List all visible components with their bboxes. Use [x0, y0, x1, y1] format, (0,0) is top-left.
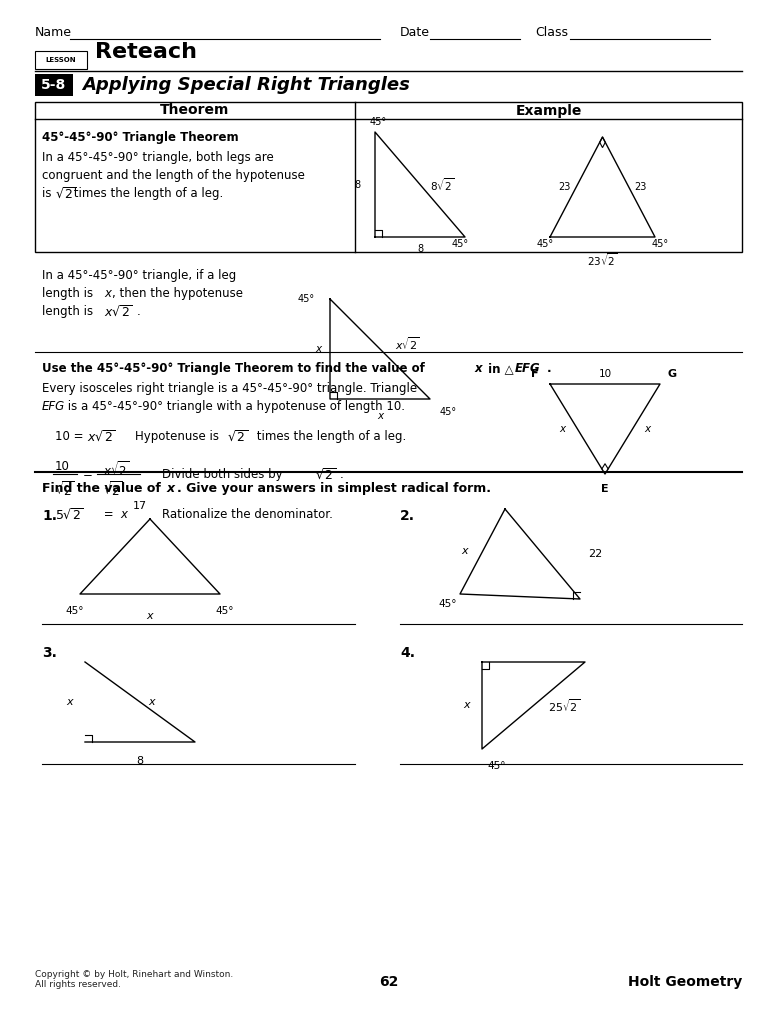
Text: times the length of a leg.: times the length of a leg.: [253, 430, 406, 443]
Text: x: x: [315, 344, 321, 354]
Text: 45°: 45°: [451, 239, 469, 249]
Text: 2.: 2.: [400, 509, 415, 523]
Text: 5-8: 5-8: [41, 78, 67, 92]
Text: Divide both sides by: Divide both sides by: [147, 468, 287, 481]
Text: 45°: 45°: [438, 599, 457, 609]
Text: Rationalize the denominator.: Rationalize the denominator.: [147, 508, 333, 521]
Text: 45°: 45°: [536, 239, 553, 249]
Text: length is: length is: [42, 287, 97, 300]
Text: In a 45°-45°-90° triangle, both legs are: In a 45°-45°-90° triangle, both legs are: [42, 151, 274, 164]
Text: .: .: [547, 362, 552, 375]
Text: . Give your answers in simplest radical form.: . Give your answers in simplest radical …: [177, 482, 491, 495]
Text: 10: 10: [55, 460, 70, 473]
Text: 23: 23: [635, 182, 647, 191]
Text: Class: Class: [535, 26, 568, 39]
Text: 45°: 45°: [216, 606, 234, 616]
Text: 45°: 45°: [440, 407, 457, 417]
Text: Holt Geometry: Holt Geometry: [628, 975, 742, 989]
Text: $\sqrt{2}$: $\sqrt{2}$: [55, 187, 76, 202]
Text: x: x: [377, 411, 383, 421]
Text: EFG: EFG: [515, 362, 541, 375]
Text: LESSON: LESSON: [46, 57, 76, 63]
Text: 45°: 45°: [651, 239, 668, 249]
Text: 8: 8: [137, 756, 144, 766]
Bar: [35, 102, 742, 252]
Text: x: x: [148, 697, 155, 707]
Text: =: =: [83, 468, 93, 481]
Text: .: .: [137, 305, 141, 318]
Text: $\sqrt{2}$: $\sqrt{2}$: [55, 480, 75, 499]
Text: Copyright © by Holt, Rinehart and Winston.
All rights reserved.: Copyright © by Holt, Rinehart and Winsto…: [35, 970, 233, 989]
Text: $x\sqrt{2}$: $x\sqrt{2}$: [103, 460, 130, 479]
Text: In a 45°-45°-90° triangle, if a leg: In a 45°-45°-90° triangle, if a leg: [42, 269, 236, 282]
Text: Date: Date: [400, 26, 430, 39]
Text: E: E: [601, 484, 609, 494]
Text: .: .: [340, 468, 343, 481]
Text: 23: 23: [558, 182, 570, 191]
Text: 10 =: 10 =: [55, 430, 87, 443]
Text: , then the hypotenuse: , then the hypotenuse: [112, 287, 243, 300]
Text: $25\sqrt{2}$: $25\sqrt{2}$: [549, 697, 580, 714]
Text: $5\sqrt{2}$: $5\sqrt{2}$: [55, 508, 84, 523]
Text: 45°-45°-90° Triangle Theorem: 45°-45°-90° Triangle Theorem: [42, 131, 239, 144]
Text: Reteach: Reteach: [95, 42, 197, 62]
FancyBboxPatch shape: [35, 74, 73, 96]
FancyBboxPatch shape: [35, 51, 87, 69]
Text: $x\sqrt{2}$: $x\sqrt{2}$: [104, 305, 133, 321]
Text: x: x: [167, 482, 175, 495]
Text: x: x: [120, 508, 127, 521]
Text: 17: 17: [133, 501, 147, 511]
Text: 8: 8: [417, 244, 423, 254]
Text: Find the value of: Find the value of: [42, 482, 166, 495]
Text: Example: Example: [515, 103, 582, 118]
Text: Applying Special Right Triangles: Applying Special Right Triangles: [82, 76, 410, 94]
Text: 45°: 45°: [487, 761, 506, 771]
Text: is a 45°-45°-90° triangle with a hypotenuse of length 10.: is a 45°-45°-90° triangle with a hypoten…: [64, 400, 405, 413]
Text: 45°: 45°: [370, 117, 387, 127]
Text: G: G: [668, 369, 677, 379]
Text: x: x: [462, 547, 468, 556]
Text: Every isosceles right triangle is a 45°-45°-90° triangle. Triangle: Every isosceles right triangle is a 45°-…: [42, 382, 417, 395]
Text: x: x: [104, 287, 111, 300]
Text: 3.: 3.: [42, 646, 57, 660]
Text: x: x: [147, 611, 153, 621]
Text: Theorem: Theorem: [160, 103, 230, 118]
Text: 10: 10: [598, 369, 611, 379]
Text: $x\sqrt{2}$: $x\sqrt{2}$: [395, 336, 420, 352]
Text: times the length of a leg.: times the length of a leg.: [70, 187, 223, 200]
Text: is: is: [42, 187, 55, 200]
Text: $23\sqrt{2}$: $23\sqrt{2}$: [587, 251, 618, 267]
Text: x: x: [644, 424, 650, 434]
Text: in △: in △: [484, 362, 514, 375]
Text: length is: length is: [42, 305, 97, 318]
Text: F: F: [531, 369, 538, 379]
Text: $\sqrt{2}$: $\sqrt{2}$: [227, 430, 248, 445]
Text: $\sqrt{2}$: $\sqrt{2}$: [315, 468, 336, 483]
Text: x: x: [464, 700, 470, 711]
Text: $x\sqrt{2}$: $x\sqrt{2}$: [87, 430, 116, 445]
Text: x: x: [559, 424, 566, 434]
Text: $\sqrt{2}$: $\sqrt{2}$: [103, 480, 122, 499]
Text: 45°: 45°: [66, 606, 84, 616]
Text: 1.: 1.: [42, 509, 57, 523]
Text: x: x: [474, 362, 482, 375]
Text: congruent and the length of the hypotenuse: congruent and the length of the hypotenu…: [42, 169, 305, 182]
Text: 4.: 4.: [400, 646, 415, 660]
Text: 45°: 45°: [298, 294, 315, 304]
Text: Use the 45°-45°-90° Triangle Theorem to find the value of: Use the 45°-45°-90° Triangle Theorem to …: [42, 362, 429, 375]
Text: EFG: EFG: [42, 400, 65, 413]
Text: $8\sqrt{2}$: $8\sqrt{2}$: [430, 176, 455, 193]
Text: 62: 62: [379, 975, 399, 989]
Text: 8: 8: [354, 179, 360, 189]
Text: Name: Name: [35, 26, 72, 39]
Text: 22: 22: [588, 549, 602, 559]
Text: =: =: [100, 508, 117, 521]
Text: Hypotenuse is: Hypotenuse is: [120, 430, 223, 443]
Text: x: x: [67, 697, 73, 707]
